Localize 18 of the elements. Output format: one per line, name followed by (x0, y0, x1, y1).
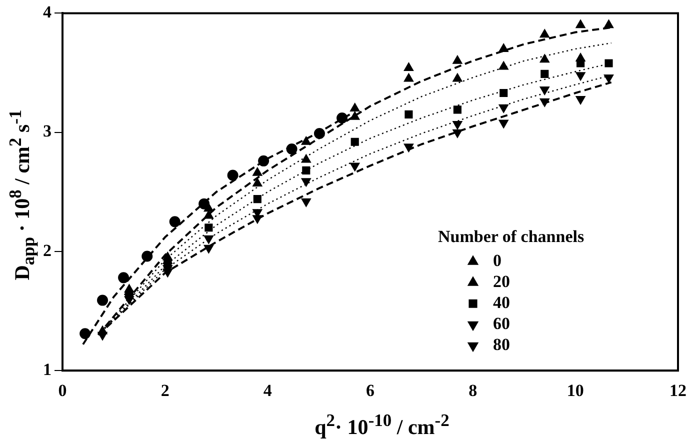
x-tick-label: 6 (366, 381, 374, 400)
legend-title: Number of channels (438, 226, 584, 246)
y-tick-label: 4 (43, 2, 52, 22)
legend-label: 40 (493, 292, 510, 312)
y-tick-label: 1 (43, 360, 52, 379)
x-axis-title: q$^{2}$· 10$^{-10}$ / cm$^{-2}$ (314, 410, 450, 440)
x-tick-label: 4 (263, 381, 272, 400)
x-tick-label: 12 (670, 381, 686, 400)
legend-label: 60 (493, 314, 510, 333)
x-tick-label: 2 (160, 381, 170, 400)
legend-label: 20 (493, 272, 510, 291)
x-tick-label: 8 (468, 381, 478, 400)
legend-label: 80 (493, 334, 510, 354)
y-tick-label: 2 (43, 240, 52, 260)
x-tick-label: 10 (566, 381, 584, 400)
legend-label: 0 (493, 250, 502, 270)
y-tick-label: 3 (43, 122, 52, 141)
x-tick-label: 0 (58, 381, 67, 400)
